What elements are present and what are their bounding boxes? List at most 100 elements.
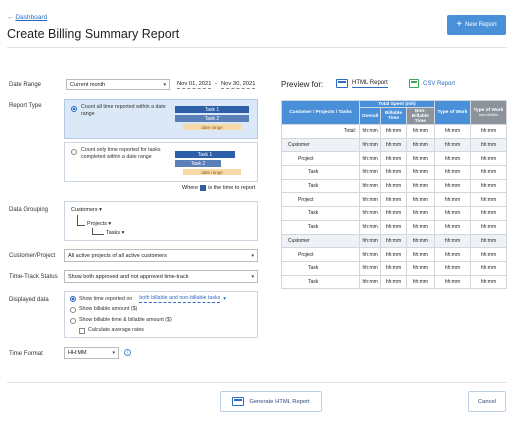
row-value: hh:mm <box>434 233 471 249</box>
html-report-icon <box>336 79 348 88</box>
row-value: hh:mm <box>380 178 407 194</box>
displayed-opt1[interactable]: Show time reported on both billable and n… <box>70 295 226 303</box>
start-date[interactable]: Nov 01, 2021 <box>177 81 212 89</box>
date-range-tag-completed: date range <box>183 169 241 175</box>
th-type-of-work-nonbillable: Type of Work non-billable <box>470 100 507 125</box>
row-value: hh:mm <box>358 151 382 167</box>
group-level-1-label: Customers <box>71 207 98 213</box>
radio-selected[interactable] <box>70 296 76 302</box>
table-row: Customer hh:mm hh:mm hh:mm hh:mm hh:mm <box>281 233 507 249</box>
row-name: Total: <box>281 124 360 139</box>
row-value: hh:mm <box>358 124 382 139</box>
chevron-down-icon: ▾ <box>163 81 166 88</box>
group-level-1[interactable]: Customers ▾ <box>71 207 102 213</box>
row-value: hh:mm <box>380 247 407 262</box>
table-row: Project hh:mm hh:mm hh:mm hh:mm hh:mm <box>281 247 507 262</box>
divider <box>7 47 507 48</box>
row-value: hh:mm <box>434 137 471 153</box>
row-value: hh:mm <box>470 260 507 276</box>
date-range-select[interactable]: Current month ▾ <box>66 79 170 90</box>
time-track-status-label: Time-Track Status <box>9 274 58 280</box>
cancel-label: Cancel <box>477 398 497 405</box>
average-rates-checkbox-row[interactable]: Calculate average rates <box>79 327 144 334</box>
tree-line <box>92 228 93 234</box>
displayed-opt3[interactable]: Show billable time & billable amount ($) <box>70 317 172 324</box>
report-type-option-completed[interactable]: Count only time reported for tasks compl… <box>64 142 258 182</box>
table-row: Task hh:mm hh:mm hh:mm hh:mm hh:mm <box>281 165 507 180</box>
time-format-value: HH:MM <box>68 350 87 356</box>
displayed-data-box: Show time reported on both billable and n… <box>64 291 258 338</box>
tree-line <box>77 225 85 226</box>
displayed-opt2[interactable]: Show billable amount ($) <box>70 306 137 313</box>
generate-html-report-button[interactable]: Generate HTML Report <box>220 391 322 412</box>
time-format-select[interactable]: HH:MM ▾ <box>64 347 119 359</box>
row-value: hh:mm <box>434 165 471 180</box>
option-completed-text: Count only time reported for tasks compl… <box>81 147 161 160</box>
tree-line <box>77 215 78 225</box>
row-value: hh:mm <box>405 206 436 221</box>
th-type2-label: Type of Work <box>473 108 504 113</box>
date-range-tag: date range <box>183 124 241 130</box>
group-level-2-label: Projects <box>87 221 107 227</box>
billable-filter-link[interactable]: both billable and non-billable tasks <box>139 295 221 303</box>
row-value: hh:mm <box>380 165 407 180</box>
row-value: hh:mm <box>405 219 436 235</box>
divider <box>7 382 507 383</box>
html-report-tab[interactable]: HTML Report <box>336 79 388 88</box>
task1-bar: Task 1 <box>175 106 249 113</box>
row-value: hh:mm <box>405 124 436 139</box>
report-type-option-all[interactable]: Count all time reported within a date ra… <box>64 99 258 139</box>
row-name: Task <box>281 260 360 276</box>
th-non-billable: Non-Billable Time <box>405 107 436 125</box>
row-value: hh:mm <box>405 192 436 208</box>
back-link[interactable]: ← Dashboard <box>7 14 48 21</box>
radio-selected[interactable] <box>71 106 77 112</box>
table-row: Task hh:mm hh:mm hh:mm hh:mm hh:mm <box>281 178 507 194</box>
cancel-button[interactable]: Cancel <box>468 391 506 412</box>
row-name: Project <box>281 192 360 208</box>
time-track-status-value: Show both approved and not approved time… <box>68 273 189 280</box>
row-value: hh:mm <box>380 233 407 249</box>
new-report-label: New Report <box>465 22 497 28</box>
customer-project-select[interactable]: All active projects of all active custom… <box>64 249 258 262</box>
task2-bar-completed: Task 2 <box>175 160 221 167</box>
tree-line <box>92 234 104 235</box>
group-level-3[interactable]: Tasks ▾ <box>106 230 125 236</box>
time-track-status-select[interactable]: Show both approved and not approved time… <box>64 270 258 283</box>
new-report-button[interactable]: + New Report <box>447 15 506 35</box>
row-name: Task <box>281 165 360 180</box>
th-customer-projects-tasks: Customer / Projects / Tasks <box>281 100 360 125</box>
grouping-box[interactable]: Customers ▾ Projects ▾ Tasks ▾ <box>64 201 258 241</box>
checkbox[interactable] <box>79 327 85 334</box>
group-level-2[interactable]: Projects ▾ <box>87 221 112 227</box>
radio-unselected[interactable] <box>71 149 77 155</box>
row-value: hh:mm <box>358 219 382 235</box>
end-date[interactable]: Nov 30, 2021 <box>221 81 256 89</box>
displayed-opt2-label: Show billable amount ($) <box>79 306 138 312</box>
csv-report-icon <box>409 79 419 88</box>
customer-project-label: Customer/Project <box>9 253 56 259</box>
row-value: hh:mm <box>380 219 407 235</box>
table-row: Total: hh:mm hh:mm hh:mm hh:mm hh:mm <box>281 124 507 139</box>
row-value: hh:mm <box>470 151 507 167</box>
task1-bar-completed: Task 1 <box>175 151 235 158</box>
radio-unselected[interactable] <box>70 317 76 324</box>
info-icon[interactable]: i <box>124 349 131 356</box>
csv-report-tab[interactable]: CSV Report <box>409 79 455 88</box>
row-value: hh:mm <box>358 233 382 249</box>
legend-suffix: is the time to report <box>208 185 256 191</box>
displayed-opt3-label: Show billable time & billable amount ($) <box>79 317 172 323</box>
legend-where: Where <box>182 185 199 191</box>
row-value: hh:mm <box>380 274 407 290</box>
row-value: hh:mm <box>434 260 471 276</box>
chevron-down-icon: ▾ <box>251 252 254 259</box>
row-value: hh:mm <box>380 137 407 153</box>
row-value: hh:mm <box>470 219 507 235</box>
row-value: hh:mm <box>470 247 507 262</box>
row-value: hh:mm <box>380 206 407 221</box>
back-link-label[interactable]: Dashboard <box>15 14 48 21</box>
th-type-of-work: Type of Work <box>434 100 471 125</box>
group-level-3-label: Tasks <box>106 230 121 236</box>
row-name: Task <box>281 219 360 235</box>
radio-unselected[interactable] <box>70 306 76 313</box>
